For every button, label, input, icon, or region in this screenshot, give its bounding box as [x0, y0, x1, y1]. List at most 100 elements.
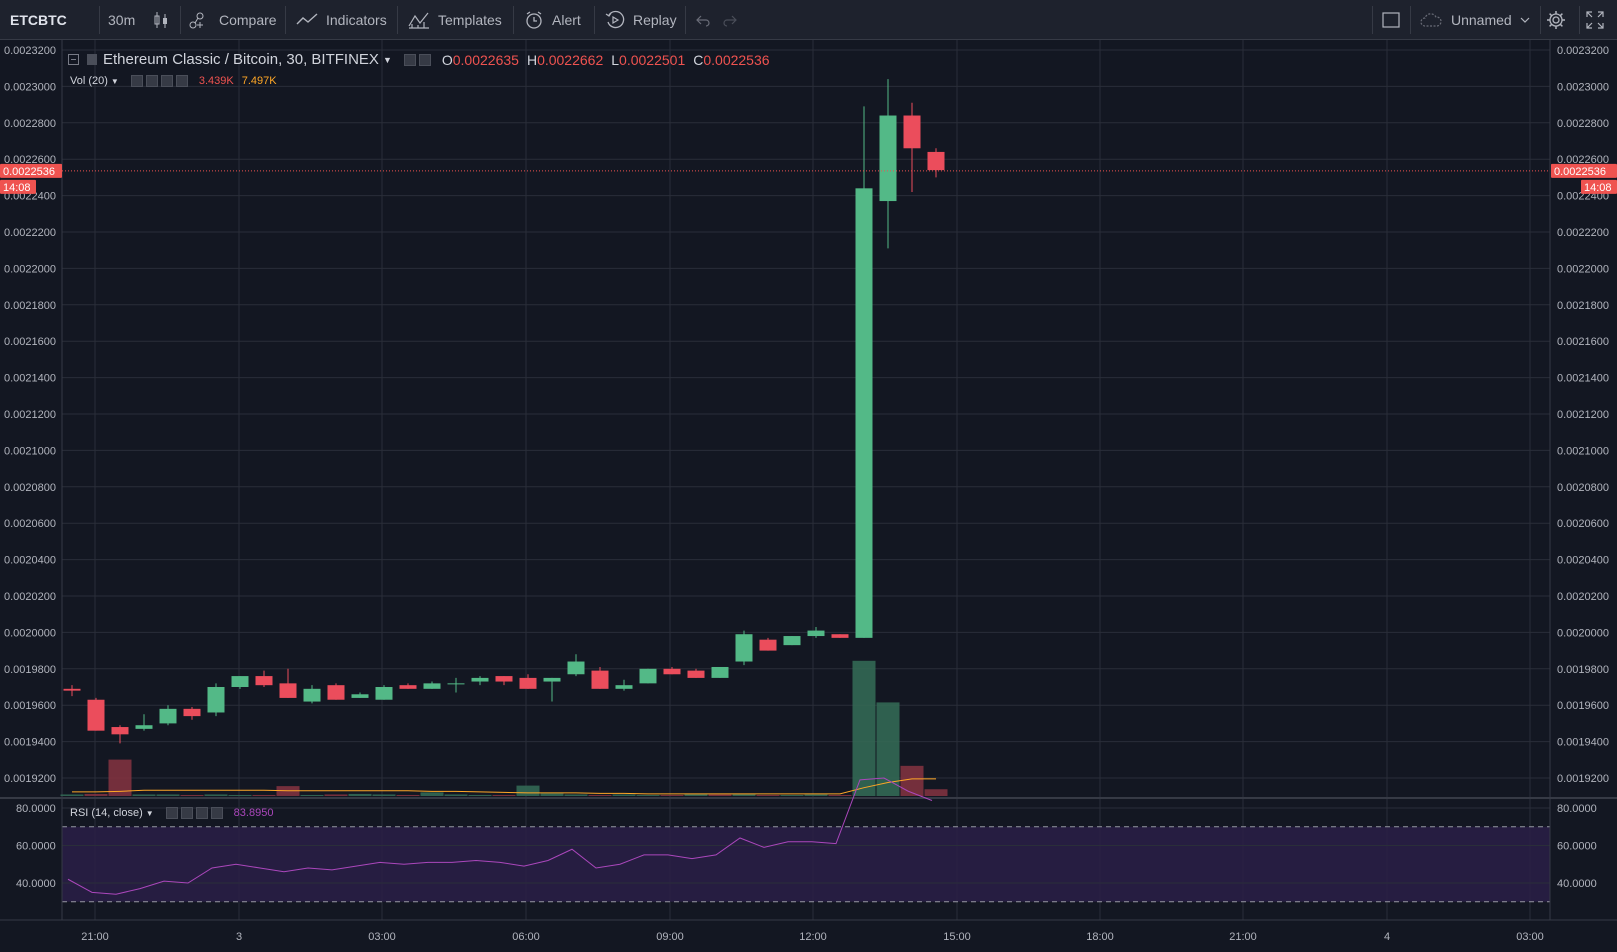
volume-bar: [756, 794, 780, 796]
rsi-label[interactable]: RSI (14, close): [70, 807, 143, 819]
low-key: L: [611, 51, 620, 68]
chevron-down-icon[interactable]: ▼: [382, 54, 392, 65]
eye-icon[interactable]: [165, 807, 178, 819]
volume-bar: [492, 794, 516, 796]
price-axis-label-right: 0.0019600: [1557, 700, 1609, 712]
price-axis-label-right: 0.0022000: [1557, 263, 1609, 275]
toolbar-divider: [1410, 6, 1411, 34]
series-title[interactable]: Ethereum Classic / Bitcoin, 30, BITFINEX: [103, 51, 379, 68]
candle-body: [519, 677, 537, 689]
chart-area[interactable]: 0.0023200 0.0023200 0.0023000 0.0023000 0.00…: [0, 40, 1617, 952]
candle-body: [855, 188, 873, 638]
price-axis-label-left: 0.0019200: [4, 773, 56, 785]
price-axis-label-left: 0.0023200: [4, 45, 56, 57]
volume-ma-line: [72, 778, 936, 795]
collapse-icon[interactable]: [68, 54, 79, 65]
alert-button[interactable]: Alert: [523, 0, 581, 40]
replay-button[interactable]: Replay: [604, 0, 677, 40]
interval-button[interactable]: 30m: [108, 0, 135, 40]
volume-bar: [396, 794, 420, 796]
rsi-axis-label-right: 60.0000: [1557, 841, 1597, 853]
indicators-button[interactable]: Indicators: [295, 0, 387, 40]
indicators-label: Indicators: [326, 12, 387, 28]
last-price-badge-right: 0.0022536: [1554, 166, 1606, 178]
low-value: 0.0022501: [619, 51, 686, 68]
undo-button[interactable]: [695, 0, 711, 40]
price-axis-label-left: 0.0020400: [4, 555, 56, 567]
high-value: 0.0022662: [537, 51, 604, 68]
volume-bar: [252, 794, 276, 796]
volume-bar: [420, 792, 444, 796]
chevron-down-icon[interactable]: ▼: [145, 808, 154, 818]
price-axis-label-left: 0.0021600: [4, 336, 56, 348]
toolbar-divider: [1372, 6, 1373, 34]
candle-body: [903, 115, 921, 149]
toolbar-divider: [397, 6, 398, 34]
price-axis-label-left: 0.0022600: [4, 154, 56, 166]
candle-body: [663, 668, 681, 675]
candle-body: [879, 115, 897, 202]
interval-label: 30m: [108, 12, 136, 28]
volume-bar: [348, 793, 372, 796]
chart-background: [0, 40, 1617, 952]
toolbar-divider: [99, 6, 100, 34]
price-axis-label-left: 0.0020000: [4, 627, 56, 639]
price-axis-label-right: 0.0021600: [1557, 336, 1609, 348]
redo-button[interactable]: [722, 0, 738, 40]
price-axis-label-left: 0.0023000: [4, 81, 56, 93]
volume-bar: [444, 794, 468, 796]
volume-label[interactable]: Vol (20): [70, 75, 108, 87]
eye-icon[interactable]: [403, 53, 416, 66]
settings-button[interactable]: [1545, 0, 1567, 40]
symbol-search[interactable]: ETCBTC: [10, 0, 67, 40]
replay-icon: [604, 9, 626, 31]
volume-bar: [660, 794, 684, 796]
eye-icon[interactable]: [130, 75, 143, 87]
top-toolbar: ETCBTC 30m Compare Indicators Templates …: [0, 0, 1617, 40]
candle-body: [279, 683, 297, 698]
last-price-badge-left-bg: [0, 163, 62, 178]
templates-label: Templates: [438, 12, 502, 28]
save-layout-button[interactable]: Unnamed: [1418, 0, 1531, 40]
price-axis-label-left: 0.0021400: [4, 373, 56, 385]
close-icon[interactable]: [175, 75, 188, 87]
volume-bar: [804, 794, 828, 796]
alert-label: Alert: [552, 12, 581, 28]
toolbar-divider: [594, 6, 595, 34]
price-axis-label-right: 0.0021800: [1557, 300, 1609, 312]
candle-body: [471, 677, 489, 682]
add-icon[interactable]: [160, 75, 173, 87]
candle-body: [495, 676, 513, 682]
fullscreen-button[interactable]: [1585, 0, 1605, 40]
price-axis-label-left: 0.0020200: [4, 591, 56, 603]
add-icon[interactable]: [195, 807, 208, 819]
rsi-legend: RSI (14, close) ▼ 83.8950: [70, 807, 273, 819]
time-axis-label: 03:00: [368, 931, 396, 943]
settings-icon[interactable]: [418, 53, 431, 66]
close-icon[interactable]: [210, 807, 223, 819]
volume-bar: [540, 793, 564, 796]
templates-button[interactable]: Templates: [407, 0, 502, 40]
open-value: 0.0022635: [452, 51, 519, 68]
settings-icon[interactable]: [180, 807, 193, 819]
price-axis-label-right: 0.0022600: [1557, 154, 1609, 166]
rsi-axis-label-right: 40.0000: [1557, 878, 1597, 890]
compare-label: Compare: [219, 12, 277, 28]
compare-button[interactable]: Compare: [188, 0, 277, 40]
settings-icon[interactable]: [145, 75, 158, 87]
chart-canvas[interactable]: 0.0023200 0.0023200 0.0023000 0.0023000 0.00…: [0, 40, 1617, 952]
chart-style-button[interactable]: [152, 0, 170, 40]
price-axis-label-right: 0.0019400: [1557, 737, 1609, 749]
chevron-down-icon[interactable]: ▼: [110, 76, 119, 86]
flag-icon: [87, 54, 97, 65]
volume-bar: [516, 785, 540, 796]
volume-bar: [468, 794, 492, 796]
candle-body: [87, 699, 105, 731]
countdown-badge-right: 14:08: [1584, 182, 1612, 194]
candle-body: [255, 676, 273, 686]
candle-body: [375, 687, 393, 700]
candle-body: [207, 687, 225, 713]
rsi-axis-label-left: 60.0000: [16, 841, 56, 853]
price-axis-label-right: 0.0019800: [1557, 664, 1609, 676]
layout-button[interactable]: [1381, 0, 1401, 40]
